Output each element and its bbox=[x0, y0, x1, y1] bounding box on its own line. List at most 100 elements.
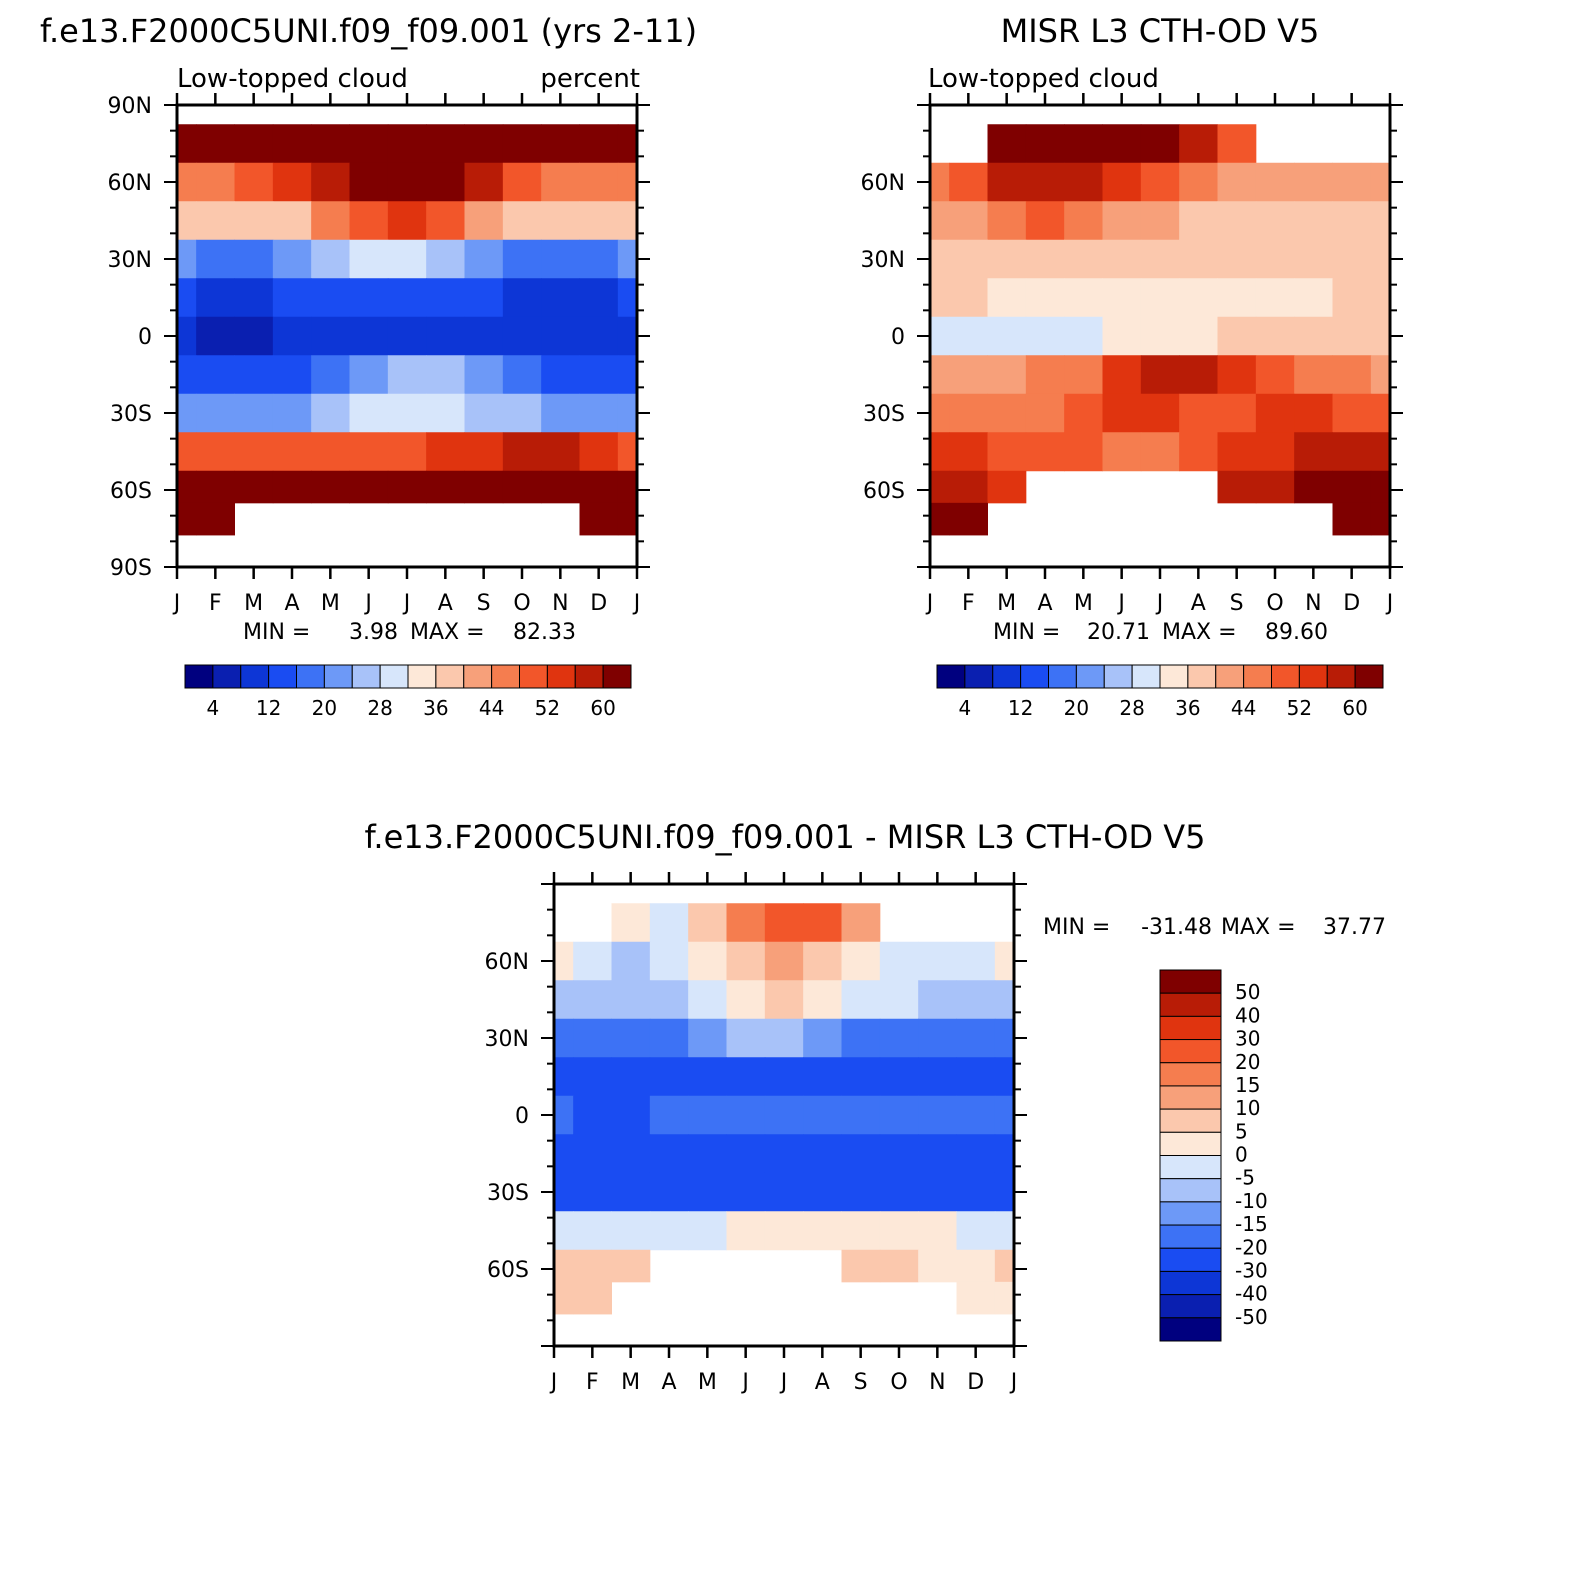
heat-cell bbox=[1294, 162, 1333, 202]
heat-cell bbox=[649, 1134, 689, 1174]
heat-cell bbox=[1217, 162, 1257, 202]
heat-cell bbox=[1102, 162, 1142, 202]
colorbar-swatch bbox=[964, 664, 994, 689]
heat-cell bbox=[1370, 470, 1391, 504]
heat-cell bbox=[1217, 124, 1257, 164]
heat-cell bbox=[234, 316, 274, 356]
heat-cell bbox=[949, 239, 988, 279]
min-label: MIN = bbox=[993, 620, 1060, 645]
heat-cell bbox=[573, 1018, 612, 1058]
heat-cell bbox=[573, 1249, 612, 1283]
heat-cell bbox=[1025, 239, 1065, 279]
heat-cell bbox=[949, 278, 988, 318]
heat-cell bbox=[502, 432, 542, 472]
heat-cell bbox=[541, 124, 580, 164]
heat-cell bbox=[726, 1018, 766, 1058]
heat-cell bbox=[649, 1172, 689, 1212]
heat-cell bbox=[234, 432, 274, 472]
x-tick-label: D bbox=[1343, 591, 1360, 616]
heat-cell bbox=[464, 278, 504, 318]
heat-cell bbox=[387, 162, 427, 202]
heat-cell bbox=[688, 1172, 727, 1212]
colorbar-label: 15 bbox=[1235, 1073, 1260, 1097]
heat-cell bbox=[649, 941, 689, 981]
max-label: MAX = bbox=[1221, 915, 1296, 940]
colorbar-label: -20 bbox=[1235, 1235, 1268, 1259]
heat-cell bbox=[1102, 316, 1142, 356]
heat-cell bbox=[573, 1134, 612, 1174]
heat-cell bbox=[1179, 432, 1218, 472]
heat-cell bbox=[987, 355, 1027, 395]
heat-cell bbox=[196, 239, 235, 279]
colorbar-swatch bbox=[602, 664, 632, 689]
x-tick-label: F bbox=[586, 1370, 599, 1395]
heat-cell bbox=[994, 1134, 1015, 1174]
heat-cell bbox=[1102, 432, 1142, 472]
heat-cell bbox=[1102, 355, 1142, 395]
heat-cell bbox=[1332, 201, 1372, 241]
heat-cell bbox=[1025, 278, 1065, 318]
heat-cell bbox=[764, 980, 804, 1020]
heat-cell bbox=[956, 1095, 996, 1135]
y-tick-label: 30S bbox=[110, 402, 152, 427]
x-tick-label: A bbox=[1191, 591, 1206, 616]
x-tick-label: J bbox=[740, 1370, 749, 1395]
heat-cell bbox=[611, 1211, 651, 1251]
colorbar: 4 12 20 28 36 44 52 60 bbox=[184, 664, 632, 720]
heat-cell bbox=[464, 432, 504, 472]
colorbar-swatch bbox=[1159, 1201, 1222, 1226]
heat-cell bbox=[611, 1095, 651, 1135]
heat-cell bbox=[617, 124, 638, 164]
colorbar-swatch bbox=[491, 664, 520, 689]
heat-cell bbox=[994, 1057, 1015, 1097]
heat-cell bbox=[803, 903, 842, 943]
heat-cell bbox=[234, 162, 274, 202]
heat-cell bbox=[617, 316, 638, 356]
heat-cell bbox=[1370, 393, 1391, 433]
heat-cell bbox=[177, 124, 197, 164]
heat-cell bbox=[688, 1211, 727, 1251]
heat-cell bbox=[994, 1018, 1015, 1058]
heat-cell bbox=[879, 1211, 919, 1251]
heat-cell bbox=[554, 1095, 574, 1135]
heat-cell bbox=[426, 239, 465, 279]
heat-cell bbox=[196, 201, 235, 241]
heat-cell bbox=[311, 432, 350, 472]
min-label: MIN = bbox=[1043, 915, 1110, 940]
colorbar-swatch bbox=[379, 664, 409, 689]
heat-cell bbox=[502, 201, 542, 241]
heat-cell bbox=[387, 278, 427, 318]
y-tick-label: 30N bbox=[108, 248, 152, 273]
heat-cell bbox=[579, 316, 619, 356]
heat-cell bbox=[994, 1095, 1015, 1135]
heat-cell bbox=[349, 470, 389, 504]
colorbar-label: 36 bbox=[1175, 696, 1200, 720]
x-tick-label: N bbox=[552, 591, 568, 616]
heat-cell bbox=[841, 1095, 881, 1135]
heat-cell bbox=[579, 278, 619, 318]
colorbar-swatch bbox=[1159, 1085, 1222, 1110]
heat-cell bbox=[1140, 316, 1180, 356]
heat-cell bbox=[841, 1211, 881, 1251]
colorbar-swatch bbox=[1326, 664, 1356, 689]
heat-cell bbox=[803, 1018, 842, 1058]
heat-cell bbox=[726, 903, 766, 943]
heat-cell bbox=[879, 1018, 919, 1058]
heat-cell bbox=[272, 201, 312, 241]
colorbar-swatch bbox=[1159, 1062, 1222, 1087]
heat-cell bbox=[1255, 201, 1295, 241]
heat-cell bbox=[426, 124, 465, 164]
colorbar-swatch bbox=[1159, 1039, 1222, 1064]
y-tick-label: 30S bbox=[863, 402, 905, 427]
heat-cell bbox=[579, 355, 619, 395]
heat-cell bbox=[617, 502, 638, 536]
heat-cell bbox=[956, 1134, 996, 1174]
heat-cell bbox=[879, 1172, 919, 1212]
colorbar-swatch bbox=[1243, 664, 1272, 689]
heat-cell bbox=[502, 470, 542, 504]
heat-cell bbox=[579, 162, 619, 202]
heat-cell bbox=[930, 470, 950, 504]
heat-cell bbox=[272, 393, 312, 433]
heat-cell bbox=[502, 355, 542, 395]
x-tick-label: M bbox=[621, 1370, 640, 1395]
